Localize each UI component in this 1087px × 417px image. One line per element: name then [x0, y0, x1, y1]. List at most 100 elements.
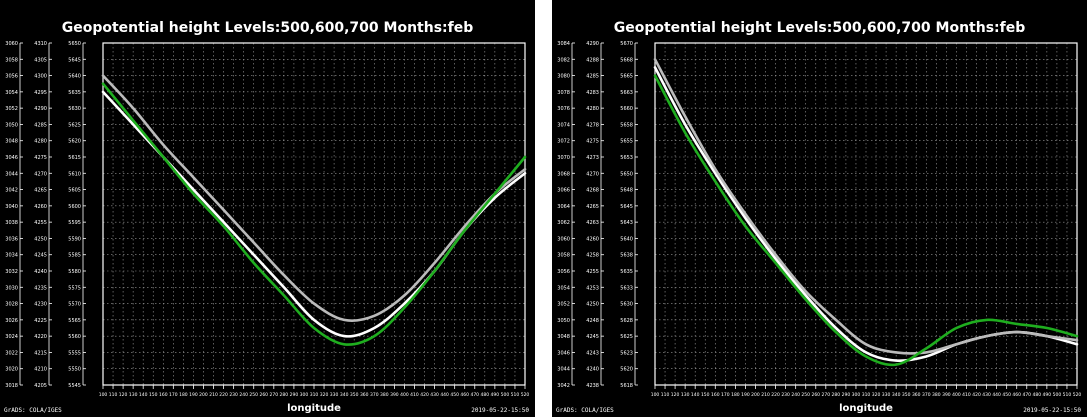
y-tick-label: 4230	[34, 302, 47, 308]
y-tick-label: 4248	[586, 318, 599, 324]
y-tick-label: 3038	[5, 220, 18, 226]
x-tick-label: 440	[440, 392, 449, 398]
chart-title-left: Geopotential height Levels:500,600,700 M…	[61, 20, 474, 36]
x-tick-label: 450	[450, 392, 459, 398]
y-tick-label: 4273	[586, 155, 599, 161]
y-tick-label: 5605	[68, 188, 81, 194]
x-tick-label: 160	[711, 392, 720, 398]
x-tick-label: 240	[239, 392, 248, 398]
y-tick-label: 5615	[68, 155, 81, 161]
y-tick-label: 4250	[34, 236, 47, 242]
footer-credit-left: GrADS: COLA/IGES	[4, 407, 62, 414]
y-tick-label: 3040	[5, 204, 18, 210]
y-tick-label: 3042	[557, 383, 570, 389]
y-tick-label: 3030	[5, 285, 18, 291]
y-tick-label: 3042	[5, 188, 18, 194]
y-tick-label: 5590	[68, 236, 81, 242]
y-tick-label: 5658	[620, 122, 633, 128]
x-tick-label: 260	[811, 392, 820, 398]
y-tick-label: 3018	[5, 383, 18, 389]
y-tick-label: 5575	[68, 285, 81, 291]
y-tick-label: 4268	[586, 188, 599, 194]
x-tick-label: 150	[149, 392, 158, 398]
x-tick-label: 150	[701, 392, 710, 398]
y-tick-label: 3056	[5, 74, 18, 80]
x-tick-label: 390	[390, 392, 399, 398]
y-tick-label: 4255	[34, 220, 47, 226]
y-tick-label: 5550	[68, 367, 81, 373]
y-tick-label: 3050	[557, 318, 570, 324]
y-tick-label: 3072	[557, 139, 570, 145]
y-tick-label: 5648	[620, 188, 633, 194]
footer-timestamp-right: 2019-05-22-15:50	[1023, 407, 1081, 414]
x-tick-label: 200	[751, 392, 760, 398]
y-tick-label: 3060	[5, 41, 18, 47]
y-tick-label: 3082	[557, 57, 570, 63]
x-tick-label: 400	[400, 392, 409, 398]
x-tick-label: 280	[832, 392, 841, 398]
y-tick-label: 4225	[34, 318, 47, 324]
x-tick-label: 520	[1073, 392, 1082, 398]
y-tick-label: 4263	[586, 220, 599, 226]
y-tick-label: 5660	[620, 106, 633, 112]
y-tick-label: 4265	[34, 188, 47, 194]
y-tick-label: 3074	[557, 122, 570, 128]
y-tick-label: 4305	[34, 57, 47, 63]
x-tick-label: 320	[872, 392, 881, 398]
y-tick-label: 3066	[557, 188, 570, 194]
y-tick-label: 4290	[586, 41, 599, 47]
x-tick-label: 490	[1043, 392, 1052, 398]
x-tick-label: 500	[501, 392, 510, 398]
chart-panel-left: 100 110 120 130 140 150 160 170 180 190 200 210 220 2…	[0, 0, 535, 417]
x-tick-label: 350	[902, 392, 911, 398]
y-tick-label: 4205	[34, 383, 47, 389]
x-tick-label: 260	[259, 392, 268, 398]
y-tick-label: 4250	[586, 302, 599, 308]
x-tick-label: 450	[1002, 392, 1011, 398]
y-tick-label: 4280	[586, 106, 599, 112]
y-tick-label: 3046	[5, 155, 18, 161]
y-tick-label: 3022	[5, 350, 18, 356]
y-tick-label: 3048	[5, 139, 18, 145]
series-line-2	[101, 74, 527, 322]
y-tick-label: 5635	[620, 269, 633, 275]
y-tick-label: 4255	[586, 269, 599, 275]
y-tick-label: 3032	[5, 269, 18, 275]
y-tick-label: 4283	[586, 90, 599, 96]
y-tick-label: 4310	[34, 41, 47, 47]
y-tick-label: 3064	[557, 204, 570, 210]
x-tick-label: 210	[761, 392, 770, 398]
x-tick-label: 510	[511, 392, 520, 398]
x-tick-label: 170	[721, 392, 730, 398]
y-tick-label: 4300	[34, 74, 47, 80]
x-tick-label: 340	[340, 392, 349, 398]
x-tick-label: 120	[671, 392, 680, 398]
x-tick-label: 430	[430, 392, 439, 398]
y-tick-label: 5630	[68, 106, 81, 112]
y-tick-label: 4235	[34, 285, 47, 291]
y-tick-label: 3052	[5, 106, 18, 112]
y-tick-label: 5628	[620, 318, 633, 324]
y-tick-label: 5663	[620, 90, 633, 96]
x-tick-label: 500	[1053, 392, 1062, 398]
x-tick-label: 190	[741, 392, 750, 398]
x-tick-label: 420	[972, 392, 981, 398]
y-tick-label: 4295	[34, 90, 47, 96]
x-tick-label: 130	[129, 392, 138, 398]
x-tick-label: 310	[862, 392, 871, 398]
y-tick-label: 3044	[557, 367, 570, 373]
y-tick-label: 4243	[586, 350, 599, 356]
x-tick-label: 130	[681, 392, 690, 398]
y-tick-label: 3058	[5, 57, 18, 63]
y-tick-label: 3084	[557, 41, 570, 47]
x-tick-label: 220	[219, 392, 228, 398]
x-tick-label: 310	[310, 392, 319, 398]
y-tick-label: 5623	[620, 350, 633, 356]
y-tick-label: 5610	[68, 171, 81, 177]
x-tick-label: 360	[912, 392, 921, 398]
y-tick-label: 4275	[586, 139, 599, 145]
y-tick-label: 5585	[68, 253, 81, 259]
y-tick-label: 4280	[34, 139, 47, 145]
y-tick-label: 3060	[557, 236, 570, 242]
x-tick-label: 100	[99, 392, 108, 398]
